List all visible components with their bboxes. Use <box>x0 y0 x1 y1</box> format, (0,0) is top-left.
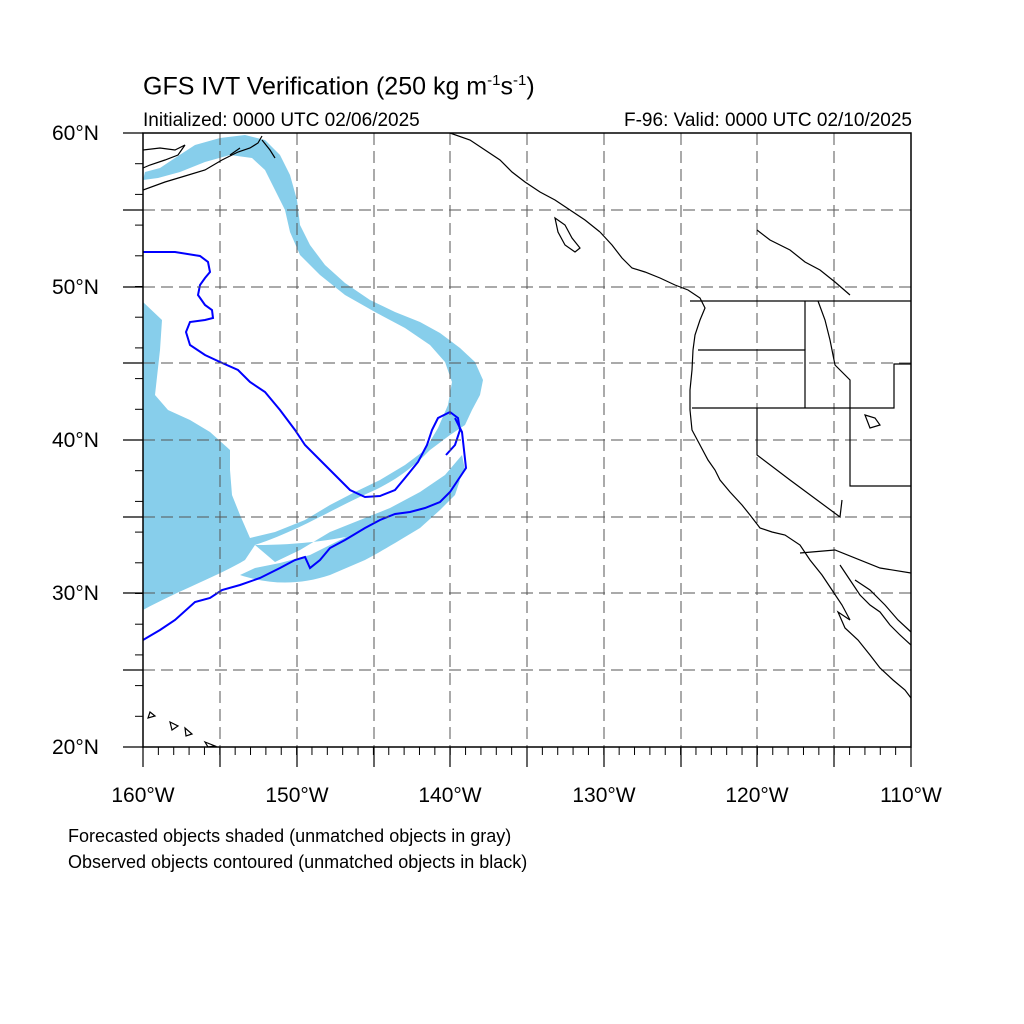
bc-islands <box>554 216 581 253</box>
washington-oregon-border <box>698 349 806 408</box>
alaska-panhandle <box>449 133 601 233</box>
nevada-border <box>756 408 843 519</box>
gulf-california <box>839 564 911 646</box>
axis-ticks <box>123 132 912 767</box>
hawaii-islands <box>147 710 218 747</box>
forecast-object-inner <box>274 222 300 270</box>
lon-label-140w: 140°W <box>418 784 482 807</box>
hudson-coast <box>756 229 851 296</box>
lat-label-40n: 40°N <box>52 429 99 452</box>
grid-lines <box>143 133 911 747</box>
forecast-object-tail <box>240 480 460 583</box>
observed-object-north <box>143 251 462 499</box>
oregon-california-border <box>692 363 911 409</box>
valid-time: F-96: Valid: 0000 UTC 02/10/2025 <box>624 110 912 131</box>
baja-coast <box>836 610 911 699</box>
lat-label-20n: 20°N <box>52 736 99 759</box>
utah-border <box>849 408 911 487</box>
lat-label-60n: 60°N <box>52 122 99 145</box>
mexico-mainland <box>854 579 911 633</box>
alaska-peninsula <box>143 135 263 191</box>
gulf-alaska-islands <box>229 139 276 159</box>
great-salt-lake <box>864 414 881 429</box>
observed-objects <box>143 251 468 641</box>
coastlines <box>143 133 911 747</box>
lon-label-130w: 130°W <box>572 784 636 807</box>
lon-label-160w: 160°W <box>111 784 175 807</box>
initialized-time: Initialized: 0000 UTC 02/06/2025 <box>143 110 420 131</box>
west-coast <box>599 231 851 621</box>
lat-label-30n: 30°N <box>52 582 99 605</box>
map-title: GFS IVT Verification (250 kg m-1s-1) <box>143 72 535 101</box>
mexico-border <box>799 549 911 574</box>
lon-label-110w: 110°W <box>880 784 942 807</box>
observed-object-south <box>143 417 468 641</box>
alaska-coast <box>143 144 186 169</box>
forecast-object-arc <box>143 135 483 610</box>
forecast-objects <box>143 135 483 610</box>
observed-note: Observed objects contoured (unmatched ob… <box>68 852 528 872</box>
lat-label-50n: 50°N <box>52 276 99 299</box>
lon-label-150w: 150°W <box>265 784 329 807</box>
minor-ticks <box>135 132 912 755</box>
forecast-note: Forecasted objects shaded (unmatched obj… <box>68 826 512 846</box>
idaho-border <box>804 300 851 408</box>
lon-label-120w: 120°W <box>725 784 789 807</box>
